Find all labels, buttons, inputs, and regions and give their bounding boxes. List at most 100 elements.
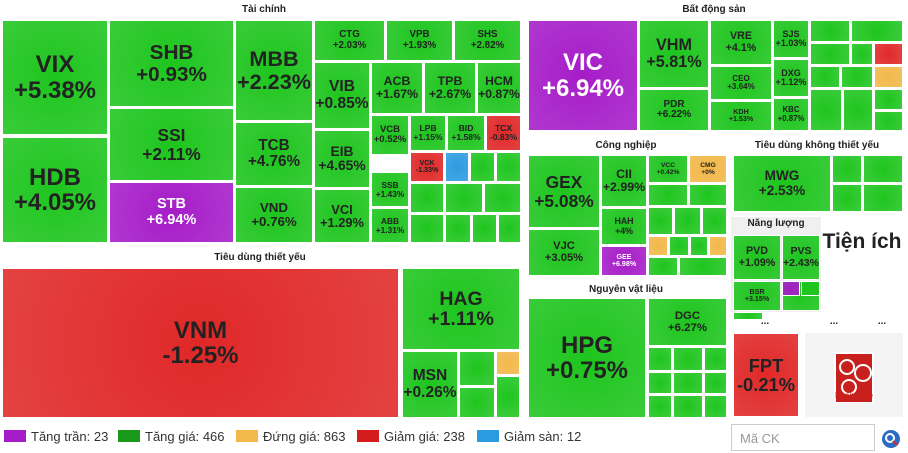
stock-tile[interactable]: HCM +0.87%	[477, 62, 521, 114]
small-tile[interactable]	[863, 155, 903, 183]
stock-tile[interactable]: TCX -0.83%	[486, 115, 521, 151]
stock-tile[interactable]: VCK -1.33%	[410, 152, 444, 182]
small-tile[interactable]	[459, 351, 495, 386]
small-tile[interactable]	[445, 214, 471, 243]
stock-tile[interactable]: VHM +5.81%	[639, 20, 709, 88]
more-label[interactable]: ...	[877, 316, 887, 327]
stock-tile[interactable]: VND +0.76%	[235, 187, 313, 243]
small-tile[interactable]	[874, 89, 903, 110]
more-label[interactable]: ...	[829, 316, 839, 327]
small-tile[interactable]	[709, 236, 727, 256]
small-tile[interactable]	[496, 152, 521, 182]
small-tile[interactable]	[810, 89, 842, 131]
stock-tile[interactable]: KDH +1.53%	[710, 101, 772, 131]
small-tile[interactable]	[874, 111, 903, 131]
stock-tile[interactable]: CMG +0%	[689, 155, 727, 183]
small-tile[interactable]	[484, 183, 521, 213]
small-tile[interactable]	[782, 281, 800, 296]
small-tile[interactable]	[496, 351, 520, 375]
small-tile[interactable]	[648, 347, 672, 371]
small-tile[interactable]	[843, 89, 873, 131]
stock-tile[interactable]: VCC +0.42%	[648, 155, 688, 183]
stock-tile[interactable]: DGC +6.27%	[648, 298, 727, 346]
small-tile[interactable]	[690, 236, 708, 256]
small-tile[interactable]	[496, 376, 520, 418]
search-icon[interactable]	[880, 428, 902, 450]
small-tile[interactable]	[459, 387, 495, 418]
stock-tile[interactable]: FPT -0.21%	[733, 333, 799, 417]
small-tile[interactable]	[673, 395, 703, 418]
small-tile[interactable]	[810, 43, 850, 65]
small-tile[interactable]	[832, 184, 862, 212]
stock-tile[interactable]: VCI +1.29%	[314, 189, 370, 243]
stock-tile[interactable]: VPB +1.93%	[386, 20, 453, 61]
stock-tile[interactable]: VIX +5.38%	[2, 20, 108, 135]
stock-tile[interactable]: CTG +2.03%	[314, 20, 385, 61]
stock-tile[interactable]: VNM -1.25%	[2, 268, 399, 418]
stock-tile[interactable]: SSI +2.11%	[109, 108, 234, 181]
stock-tile[interactable]: GEX +5.08%	[528, 155, 600, 228]
small-tile[interactable]	[801, 281, 820, 296]
small-tile[interactable]	[648, 257, 678, 276]
small-tile[interactable]	[863, 184, 903, 212]
utility-label[interactable]: Tiện ích	[822, 230, 902, 253]
stock-tile[interactable]: MSN +0.26%	[402, 351, 458, 418]
stock-tile[interactable]: BID +1.58%	[447, 115, 485, 151]
stock-tile[interactable]: ABB +1.31%	[371, 208, 409, 243]
stock-tile[interactable]: VRE +4.1%	[710, 20, 772, 65]
more-label[interactable]: ...	[760, 316, 770, 327]
stock-tile[interactable]: KBC +0.87%	[773, 98, 809, 131]
small-tile[interactable]	[851, 43, 873, 65]
small-tile[interactable]	[498, 214, 521, 243]
small-tile[interactable]	[472, 214, 497, 243]
stock-tile[interactable]: TPB +2.67%	[424, 62, 476, 114]
small-tile[interactable]	[648, 207, 673, 235]
stock-tile[interactable]: GEE +6.98%	[601, 246, 647, 276]
stock-tile[interactable]: VIC +6.94%	[528, 20, 638, 131]
stock-tile[interactable]: HPG +0.75%	[528, 298, 646, 418]
small-tile[interactable]	[689, 184, 727, 206]
stock-tile[interactable]: MWG +2.53%	[733, 155, 831, 212]
stock-tile[interactable]: SHS +2.82%	[454, 20, 521, 61]
small-tile[interactable]	[704, 347, 727, 371]
small-tile[interactable]	[669, 236, 689, 256]
stock-tile[interactable]: SSB +1.43%	[371, 172, 409, 207]
small-tile[interactable]	[733, 312, 763, 320]
small-tile[interactable]	[704, 395, 727, 418]
stock-tile[interactable]: VCB +0.52%	[371, 115, 409, 155]
stock-tile[interactable]: MBB +2.23%	[235, 20, 313, 121]
small-tile[interactable]	[673, 372, 703, 394]
stock-tile[interactable]: STB +6.94%	[109, 182, 234, 243]
stock-tile[interactable]: LPB +1.15%	[410, 115, 446, 151]
small-tile[interactable]	[445, 183, 483, 213]
stock-tile[interactable]: PDR +6.22%	[639, 89, 709, 131]
stock-tile[interactable]: HAH +4%	[601, 208, 647, 245]
stock-tile[interactable]: TCB +4.76%	[235, 122, 313, 186]
stock-tile[interactable]: DXG +1.12%	[773, 59, 809, 97]
small-tile[interactable]	[470, 152, 495, 182]
small-tile[interactable]	[851, 20, 903, 42]
small-tile[interactable]	[445, 152, 469, 182]
small-tile[interactable]	[810, 66, 840, 88]
small-tile[interactable]	[874, 66, 903, 88]
stock-tile[interactable]: HDB +4.05%	[2, 137, 108, 243]
search-box[interactable]: Mã CK	[731, 424, 875, 451]
small-tile[interactable]	[673, 347, 703, 371]
stock-tile[interactable]: HAG +1.11%	[402, 268, 520, 350]
stock-tile[interactable]: PVD +1.09%	[733, 235, 781, 280]
stock-tile[interactable]: SJS +1.03%	[773, 20, 809, 58]
small-tile[interactable]	[674, 207, 701, 235]
stock-tile[interactable]: BSR +3.15%	[733, 281, 781, 311]
small-tile[interactable]	[702, 207, 727, 235]
stock-tile[interactable]: VIB +0.85%	[314, 62, 370, 129]
small-tile[interactable]	[410, 183, 444, 213]
small-tile[interactable]	[648, 395, 672, 418]
small-tile[interactable]	[648, 184, 688, 206]
small-tile[interactable]	[410, 214, 444, 243]
small-tile[interactable]	[810, 20, 850, 42]
stock-tile[interactable]: PVS +2.43%	[782, 235, 820, 280]
stock-tile[interactable]: SHB +0.93%	[109, 20, 234, 107]
small-tile[interactable]	[679, 257, 727, 276]
stock-tile[interactable]: VJC +3.05%	[528, 229, 600, 276]
small-tile[interactable]	[832, 155, 862, 183]
